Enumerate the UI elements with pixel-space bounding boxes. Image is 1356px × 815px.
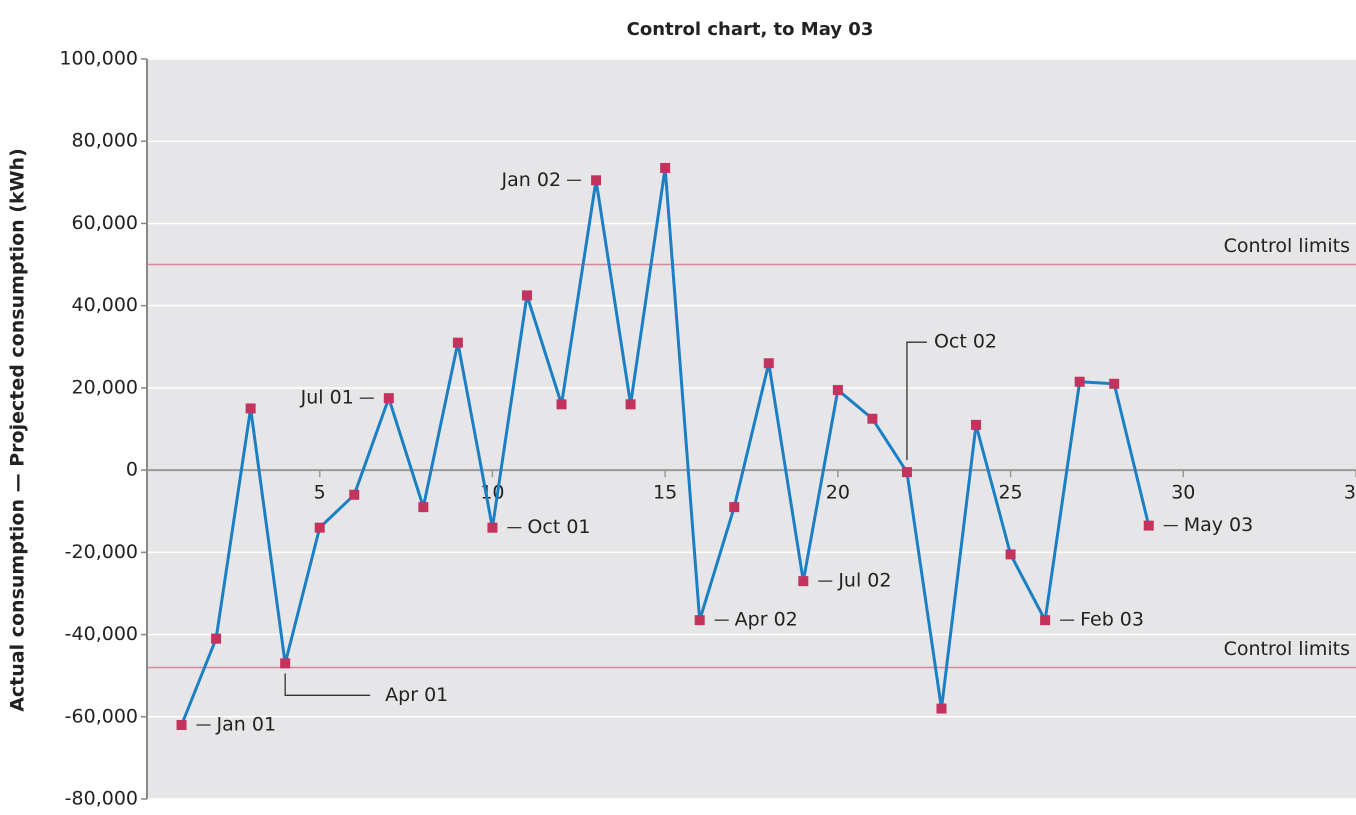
y-tick-label: 20,000	[72, 376, 138, 398]
point-marker	[660, 162, 671, 173]
y-tick-label: 80,000	[72, 130, 138, 152]
y-tick-label: -80,000	[65, 788, 138, 810]
point-marker	[1040, 615, 1051, 626]
point-marker	[452, 337, 463, 348]
point-marker	[832, 384, 843, 395]
x-tick-label: 35	[1344, 482, 1356, 504]
point-marker	[694, 615, 705, 626]
point-marker	[936, 703, 947, 714]
point-marker	[487, 522, 498, 533]
point-marker	[349, 489, 360, 500]
y-tick-label: 0	[126, 459, 138, 481]
point-marker	[625, 399, 636, 410]
annotation: Jan 02	[501, 169, 562, 191]
y-tick-label: -60,000	[65, 705, 138, 727]
point-marker	[1074, 376, 1085, 387]
point-marker	[280, 658, 291, 669]
point-marker	[729, 502, 740, 513]
annotation: Apr 01	[385, 684, 448, 706]
annotation-leader	[906, 341, 927, 461]
y-tick-label: -40,000	[65, 623, 138, 645]
x-tick-label: 5	[314, 482, 326, 504]
annotation: May 03	[1184, 514, 1254, 536]
point-marker	[867, 413, 878, 424]
x-tick-label: 20	[826, 482, 850, 504]
annotation: Jan 01	[216, 714, 277, 736]
x-tick-label: 30	[1171, 482, 1195, 504]
point-marker	[245, 403, 256, 414]
annotation: Oct 01	[527, 516, 590, 538]
chart-title: Control chart, to May 03	[627, 19, 874, 40]
point-marker	[1005, 549, 1016, 560]
y-axis-label: Actual consumption — Projected consumpti…	[7, 148, 29, 712]
point-marker	[521, 290, 532, 301]
annotation: Apr 02	[735, 609, 798, 631]
point-marker	[556, 399, 567, 410]
point-marker	[383, 393, 394, 404]
point-marker	[798, 576, 809, 587]
point-marker	[211, 633, 222, 644]
point-marker	[418, 502, 429, 513]
x-tick-label: 25	[998, 482, 1022, 504]
point-marker	[971, 419, 982, 430]
y-tick-label: 60,000	[72, 212, 138, 234]
point-marker	[314, 522, 325, 533]
point-marker	[763, 358, 774, 369]
y-tick-label: 100,000	[59, 48, 138, 70]
annotation: Feb 03	[1080, 609, 1144, 631]
annotation-leader	[284, 673, 371, 696]
control-limit-label: Control limits	[1224, 235, 1350, 257]
point-marker	[176, 720, 187, 730]
x-tick-label: 15	[653, 482, 677, 504]
control-limit-label: Control limits	[1224, 638, 1350, 660]
y-tick-label: -20,000	[65, 541, 138, 563]
point-marker	[1109, 378, 1120, 389]
annotation: Jul 01	[300, 387, 354, 409]
annotation: Jul 02	[837, 570, 891, 592]
y-tick-label: 40,000	[72, 294, 138, 316]
point-marker	[901, 467, 912, 478]
annotation: Oct 02	[934, 331, 997, 353]
point-marker	[591, 175, 602, 186]
point-marker	[1143, 520, 1154, 531]
